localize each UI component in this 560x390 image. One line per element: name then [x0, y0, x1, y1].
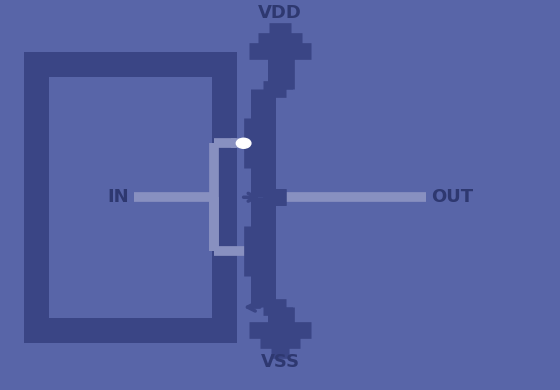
Text: OUT: OUT [431, 188, 473, 206]
Circle shape [236, 138, 251, 148]
Text: IN: IN [107, 188, 129, 206]
Bar [36, 64, 224, 330]
Text: VSS: VSS [260, 353, 300, 371]
Text: VDD: VDD [258, 4, 302, 22]
